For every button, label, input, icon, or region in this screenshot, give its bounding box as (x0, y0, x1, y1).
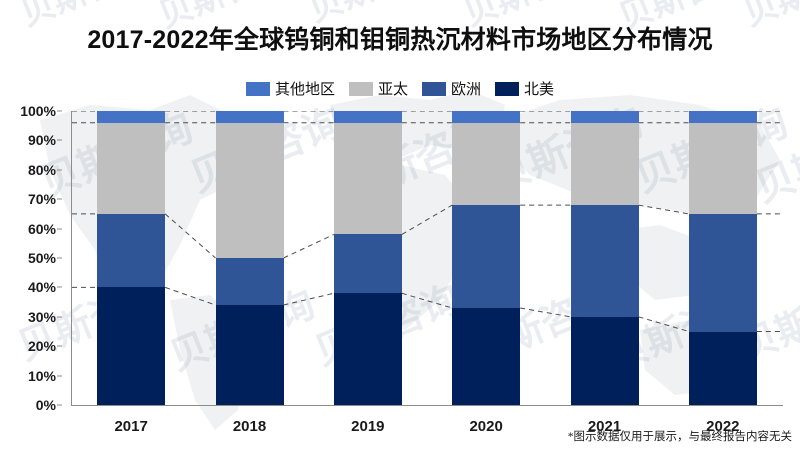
bar-column[interactable] (452, 111, 521, 405)
y-axis-tick-mark (57, 375, 62, 377)
bar-segment[interactable] (333, 111, 402, 123)
series-connector-line (72, 204, 782, 259)
legend-item[interactable]: 北美 (495, 78, 554, 99)
bar-segment[interactable] (333, 122, 402, 235)
y-axis-tick-label: 30% (27, 308, 56, 325)
y-axis-tick-mark (57, 404, 62, 406)
y-axis-tick-mark (57, 139, 62, 141)
bar-segment[interactable] (97, 111, 166, 123)
bar-segment[interactable] (97, 122, 166, 214)
bar-segment[interactable] (688, 213, 757, 332)
y-axis-tick-label: 60% (27, 220, 56, 237)
page-title: 2017-2022年全球钨铜和钼铜热沉材料市场地区分布情况 (87, 26, 713, 54)
legend-color-swatch (245, 81, 270, 96)
x-axis-line (71, 405, 783, 406)
bar-segment[interactable] (570, 316, 639, 405)
bar-column[interactable] (688, 111, 757, 405)
bar-segment[interactable] (452, 205, 521, 308)
y-axis-tick-label: 70% (27, 191, 56, 208)
x-axis-tick-label: 2019 (351, 418, 385, 435)
y-axis-tick-mark (57, 316, 62, 318)
y-axis-tick-mark (57, 286, 62, 288)
bar-segment[interactable] (215, 122, 284, 259)
bar-segment[interactable] (215, 258, 284, 306)
legend-color-swatch (422, 81, 446, 96)
y-axis-tick-label: 50% (27, 250, 56, 266)
legend-label: 其他地区 (274, 81, 335, 98)
y-axis-tick-label: 20% (27, 338, 56, 355)
legend-label: 北美 (524, 81, 555, 98)
chart-legend: 其他地区 亚太 欧洲 北美 (0, 78, 800, 99)
x-axis-tick-label: 2020 (469, 418, 503, 435)
y-axis-tick-mark (57, 110, 62, 112)
y-axis-tick-label: 40% (27, 279, 56, 296)
bar-segment[interactable] (688, 122, 757, 214)
bar-column[interactable] (333, 111, 402, 405)
y-axis-tick-mark (57, 345, 62, 347)
y-axis-tick-label: 0% (35, 397, 56, 413)
y-axis-tick-label: 10% (27, 367, 56, 384)
y-axis-tick-mark (57, 198, 62, 200)
series-connector-line (72, 286, 782, 332)
bar-segment[interactable] (97, 213, 166, 288)
bar-segment[interactable] (452, 122, 521, 206)
plot-area (72, 111, 782, 405)
bar-segment[interactable] (333, 293, 402, 405)
bar-segment[interactable] (452, 111, 521, 123)
bar-segment[interactable] (570, 122, 639, 206)
bar-segment[interactable] (570, 111, 639, 123)
legend-color-swatch (348, 81, 373, 96)
y-axis: 0% 10% 20% 30% 40% 50% 60% 70% 80% 90% 100% (0, 103, 62, 413)
bar-segment[interactable] (570, 205, 639, 317)
bar-segment[interactable] (688, 331, 757, 405)
chart-footnote: *图示数据仅用于展示，与最终报告内容无关 (567, 431, 792, 443)
bar-segment[interactable] (688, 111, 757, 123)
bar-segment[interactable] (452, 307, 521, 405)
y-axis-tick-label: 100% (20, 103, 56, 119)
y-axis-tick-mark (57, 257, 62, 259)
bar-column[interactable] (570, 111, 639, 405)
legend-color-swatch (495, 81, 520, 96)
legend-item[interactable]: 亚太 (348, 78, 408, 99)
series-connector-lines (72, 111, 782, 332)
x-axis-tick-label: 2018 (232, 418, 267, 435)
legend-label: 欧洲 (451, 81, 482, 98)
y-axis-tick-label: 80% (27, 161, 56, 178)
legend-item[interactable]: 欧洲 (422, 78, 481, 99)
bar-column[interactable] (97, 111, 166, 405)
bar-column[interactable] (215, 111, 284, 405)
y-axis-tick-label: 90% (27, 132, 56, 149)
x-axis-tick-label: 2017 (114, 418, 148, 435)
x-axis-tick-label: 2022 (706, 418, 740, 435)
legend-item[interactable]: 其他地区 (245, 78, 335, 99)
legend-label: 亚太 (377, 81, 408, 98)
y-axis-tick-mark (57, 169, 62, 171)
bar-segment[interactable] (97, 287, 166, 405)
y-axis-tick-mark (57, 228, 62, 230)
bar-segment[interactable] (215, 111, 284, 123)
bar-segment[interactable] (215, 305, 284, 405)
x-axis-tick-label: 2021 (587, 418, 622, 435)
bar-segment[interactable] (333, 234, 402, 294)
